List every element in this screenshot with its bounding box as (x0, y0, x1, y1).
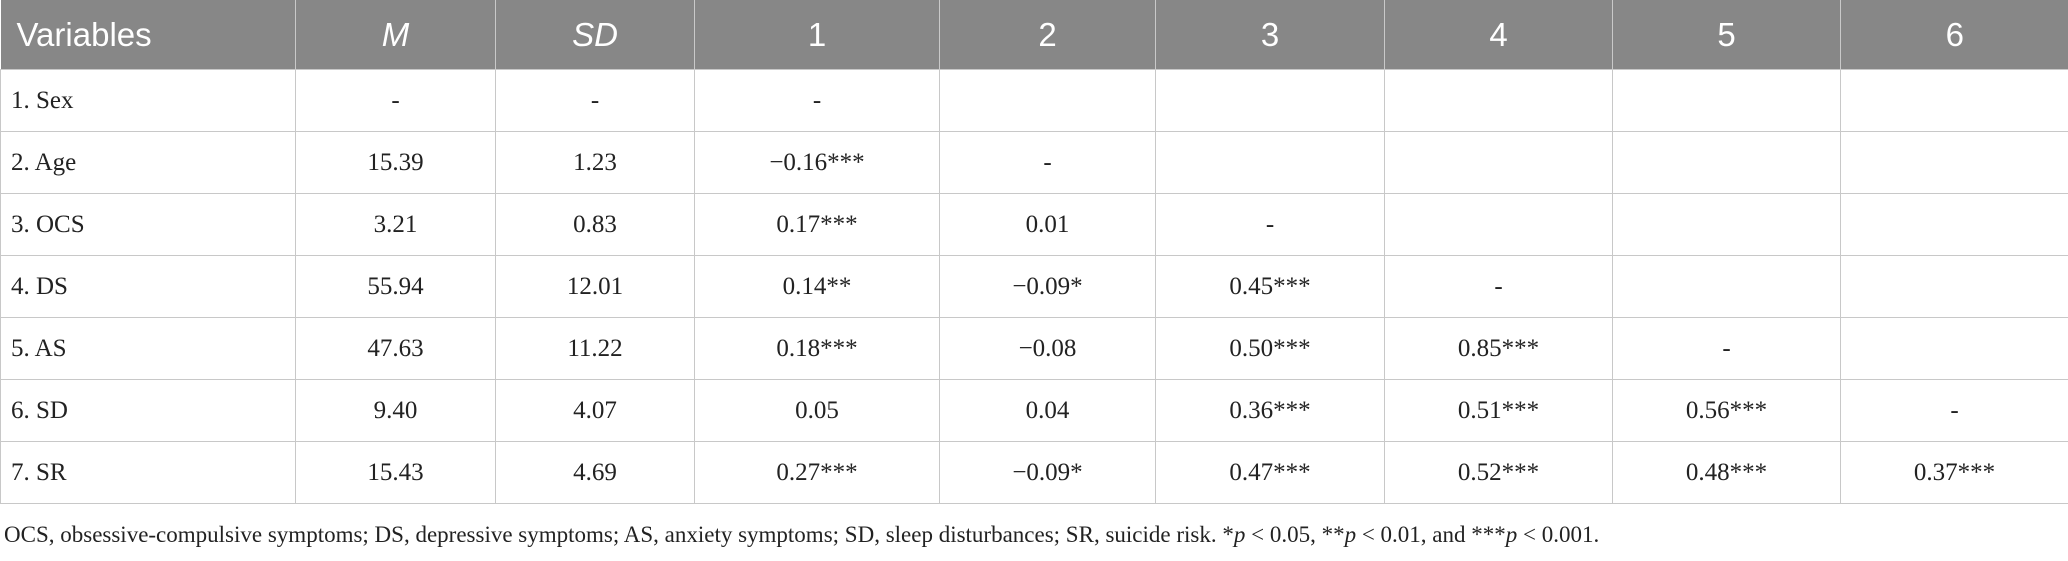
table-cell: 1.23 (495, 131, 695, 194)
row-label: 5. AS (0, 317, 296, 380)
table-cell: - (1384, 255, 1613, 318)
table-cell: 15.39 (295, 131, 496, 194)
table-cell: 0.04 (939, 379, 1156, 442)
table-cell: 15.43 (295, 441, 496, 504)
table-row: 2. Age 15.39 1.23 −0.16*** - (0, 131, 2068, 194)
table-row: 6. SD 9.40 4.07 0.05 0.04 0.36*** 0.51**… (0, 379, 2068, 442)
table-body: 1. Sex - - - 2. Age 15.39 1.23 −0.16*** … (0, 69, 2068, 504)
table-cell: 0.36*** (1155, 379, 1385, 442)
header-col-2: 2 (939, 0, 1156, 70)
table-cell (1612, 131, 1841, 194)
table-cell: 0.85*** (1384, 317, 1613, 380)
table-cell (1155, 131, 1385, 194)
header-col-3: 3 (1155, 0, 1385, 70)
table-cell: 0.47*** (1155, 441, 1385, 504)
table-row: 3. OCS 3.21 0.83 0.17*** 0.01 - (0, 193, 2068, 256)
table-cell (1384, 131, 1613, 194)
table-cell: 0.14** (694, 255, 940, 318)
table-cell: 0.45*** (1155, 255, 1385, 318)
row-label: 2. Age (0, 131, 296, 194)
table-cell: 0.27*** (694, 441, 940, 504)
table-cell: 0.83 (495, 193, 695, 256)
footnote-p1-condition: < 0.05, (1245, 522, 1322, 547)
table-cell: - (495, 69, 695, 132)
footnote-p-symbol: p (1344, 522, 1357, 547)
table-cell: 4.07 (495, 379, 695, 442)
table-row: 4. DS 55.94 12.01 0.14** −0.09* 0.45*** … (0, 255, 2068, 318)
table-row: 5. AS 47.63 11.22 0.18*** −0.08 0.50*** … (0, 317, 2068, 380)
table-cell: 0.56*** (1612, 379, 1841, 442)
table-footnote: OCS, obsessive-compulsive symptoms; DS, … (4, 522, 1599, 548)
table-cell: 0.50*** (1155, 317, 1385, 380)
header-col-6: 6 (1840, 0, 2068, 70)
table-cell: 0.48*** (1612, 441, 1841, 504)
table-cell: 9.40 (295, 379, 496, 442)
table-cell (1612, 255, 1841, 318)
table-cell: −0.09* (939, 255, 1156, 318)
table-cell (1840, 255, 2068, 318)
header-col-5: 5 (1612, 0, 1841, 70)
table-cell: - (939, 131, 1156, 194)
header-row: Variables M SD 1 2 3 4 5 6 (0, 0, 2068, 70)
footnote-abbreviations: OCS, obsessive-compulsive symptoms; DS, … (4, 522, 1217, 547)
table-header: Variables M SD 1 2 3 4 5 6 (0, 0, 2068, 70)
table-cell: −0.09* (939, 441, 1156, 504)
header-col-4: 4 (1384, 0, 1613, 70)
table-row: 7. SR 15.43 4.69 0.27*** −0.09* 0.47*** … (0, 441, 2068, 504)
table-cell (1384, 69, 1613, 132)
footnote-p3-condition: < 0.001. (1517, 522, 1600, 547)
header-variables: Variables (0, 0, 296, 70)
table-cell (1612, 193, 1841, 256)
table-cell: 47.63 (295, 317, 496, 380)
table-cell: 0.18*** (694, 317, 940, 380)
table-cell: 12.01 (495, 255, 695, 318)
footnote-p-symbol: p (1233, 522, 1246, 547)
row-label: 3. OCS (0, 193, 296, 256)
table-cell: 0.01 (939, 193, 1156, 256)
table-cell: 0.17*** (694, 193, 940, 256)
table-cell: 0.37*** (1840, 441, 2068, 504)
footnote-p-symbol: p (1505, 522, 1518, 547)
footnote-p1-star: * (1222, 522, 1234, 547)
correlation-table: Variables M SD 1 2 3 4 5 6 1. Sex - - - (0, 0, 2068, 504)
table-cell: - (295, 69, 496, 132)
row-label: 7. SR (0, 441, 296, 504)
table-cell: 4.69 (495, 441, 695, 504)
table-cell: 0.52*** (1384, 441, 1613, 504)
row-label: 1. Sex (0, 69, 296, 132)
table-cell: 0.05 (694, 379, 940, 442)
row-label: 6. SD (0, 379, 296, 442)
table-cell: - (1612, 317, 1841, 380)
table-cell (1840, 69, 2068, 132)
footnote-p2-star: ** (1321, 522, 1345, 547)
table-cell: 11.22 (495, 317, 695, 380)
correlation-table-container: Variables M SD 1 2 3 4 5 6 1. Sex - - - (0, 0, 2068, 504)
table-cell: - (1155, 193, 1385, 256)
table-cell: −0.16*** (694, 131, 940, 194)
footnote-p2-condition: < 0.01, and (1356, 522, 1472, 547)
table-cell (1840, 193, 2068, 256)
table-cell (1384, 193, 1613, 256)
table-cell: 0.51*** (1384, 379, 1613, 442)
table-cell: 55.94 (295, 255, 496, 318)
table-cell (1155, 69, 1385, 132)
table-cell (1840, 317, 2068, 380)
table-cell: - (1840, 379, 2068, 442)
table-cell: −0.08 (939, 317, 1156, 380)
table-cell (1840, 131, 2068, 194)
header-col-1: 1 (694, 0, 940, 70)
table-cell (1612, 69, 1841, 132)
table-cell: - (694, 69, 940, 132)
header-sd: SD (495, 0, 695, 70)
header-mean: M (295, 0, 496, 70)
table-cell (939, 69, 1156, 132)
row-label: 4. DS (0, 255, 296, 318)
footnote-p3-star: *** (1471, 522, 1506, 547)
table-cell: 3.21 (295, 193, 496, 256)
table-row: 1. Sex - - - (0, 69, 2068, 132)
